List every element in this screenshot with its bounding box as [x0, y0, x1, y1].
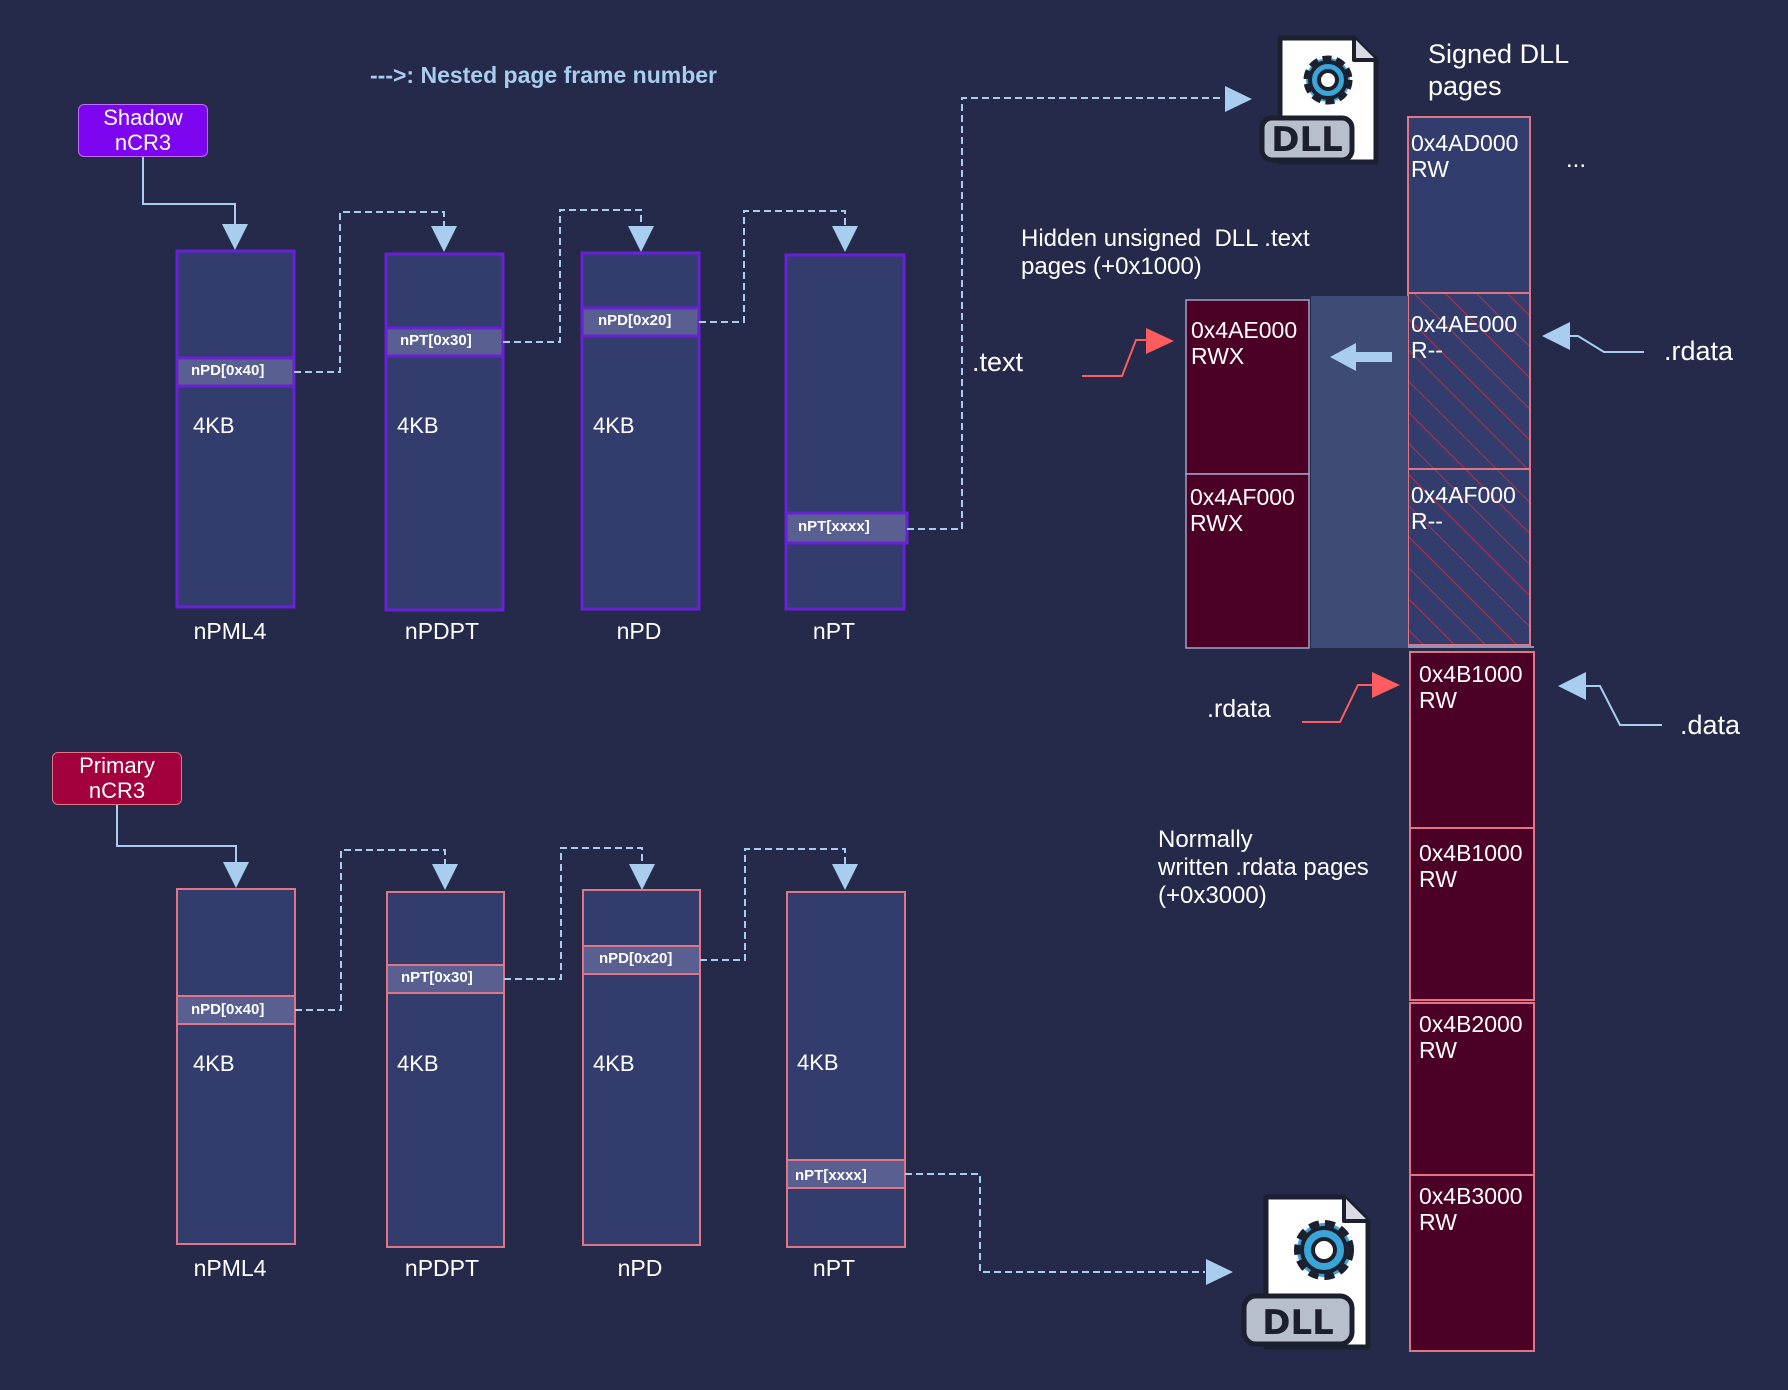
signed-page-1-perm: R--	[1411, 337, 1517, 363]
primary-npml4-size: 4KB	[193, 1051, 235, 1077]
dll-file-icon-top: DLL	[1262, 38, 1376, 162]
hidden-pages-title: Hidden unsigned DLL .text pages (+0x1000…	[1021, 225, 1310, 281]
primary-npt-size: 4KB	[797, 1050, 839, 1076]
signed-page-4-addr: 0x4B1000	[1419, 840, 1523, 866]
signed-page-2-perm: R--	[1411, 508, 1516, 534]
hidden-page-0-addr: 0x4AE000	[1191, 317, 1297, 343]
shadow-npml4-label: nPML4	[160, 618, 300, 645]
signed-page-5-addr: 0x4B2000	[1419, 1011, 1523, 1037]
primary-npdpt-entry: nPT[0x30]	[401, 969, 473, 986]
signed-dll-pages-column	[1408, 117, 1534, 1351]
normally-written-note: Normally written .rdata pages (+0x3000)	[1158, 826, 1369, 910]
primary-npd-entry: nPD[0x20]	[599, 950, 672, 967]
legend-text: --->: Nested page frame number	[370, 62, 717, 89]
primary-ncr3-box: Primary nCR3	[52, 752, 182, 805]
signed-page-2: 0x4AF000 R--	[1411, 482, 1516, 534]
signed-page-5-perm: RW	[1419, 1037, 1523, 1063]
primary-npdpt-size: 4KB	[397, 1051, 439, 1077]
redirect-overlay-band	[1311, 296, 1408, 648]
shadow-npt-entry: nPT[xxxx]	[798, 518, 870, 535]
primary-npt-entry: nPT[xxxx]	[795, 1167, 867, 1184]
shadow-ncr3-arrowhead	[222, 224, 248, 250]
shadow-npt-label: nPT	[764, 618, 904, 645]
primary-npt-label: nPT	[764, 1255, 904, 1282]
blue-pointer-lines	[1562, 336, 1662, 725]
shadow-npt-table	[786, 255, 907, 609]
text-section-label: .text	[972, 347, 1023, 378]
shadow-npd-entry: nPD[0x20]	[598, 312, 671, 329]
hidden-page-1-perm: RWX	[1190, 510, 1295, 536]
signed-page-3-addr: 0x4B1000	[1419, 661, 1523, 687]
shadow-npml4-size: 4KB	[193, 413, 235, 439]
signed-dll-title: Signed DLL pages	[1428, 38, 1569, 102]
signed-page-6-perm: RW	[1419, 1209, 1523, 1235]
signed-page-2-addr: 0x4AF000	[1411, 482, 1516, 508]
signed-page-0: 0x4AD000 RW	[1411, 130, 1518, 182]
hidden-page-0: 0x4AE000 RWX	[1191, 317, 1297, 369]
primary-npdpt-label: nPDPT	[372, 1255, 512, 1282]
shadow-ncr3-connector	[143, 157, 235, 232]
blue-arrowheads	[1542, 322, 1586, 700]
primary-npml4-label: nPML4	[160, 1255, 300, 1282]
shadow-npdpt-label: nPDPT	[372, 618, 512, 645]
shadow-npml4-entry: nPD[0x40]	[191, 362, 264, 379]
signed-dll-ellipsis: ...	[1566, 146, 1586, 174]
dll-file-icon-bottom: DLL	[1244, 1197, 1368, 1347]
signed-page-6: 0x4B3000 RW	[1419, 1183, 1523, 1235]
shadow-npd-label: nPD	[569, 618, 709, 645]
hidden-page-1-addr: 0x4AF000	[1190, 484, 1295, 510]
primary-ncr3-connector	[117, 805, 236, 868]
signed-page-3: 0x4B1000 RW	[1419, 661, 1523, 713]
primary-npd-size: 4KB	[593, 1051, 635, 1077]
shadow-ncr3-box: Shadow nCR3	[78, 104, 208, 157]
signed-page-5: 0x4B2000 RW	[1419, 1011, 1523, 1063]
signed-page-0-perm: RW	[1411, 156, 1518, 182]
signed-page-1-addr: 0x4AE000	[1411, 311, 1517, 337]
primary-ncr3-arrowhead	[223, 862, 249, 888]
signed-page-3-perm: RW	[1419, 687, 1523, 713]
dll-icon-top-label: DLL	[1271, 120, 1343, 160]
data-section-label-right: .data	[1680, 710, 1740, 741]
shadow-npdpt-entry: nPT[0x30]	[400, 332, 472, 349]
signed-page-6-addr: 0x4B3000	[1419, 1183, 1523, 1209]
shadow-npd-size: 4KB	[593, 413, 635, 439]
shadow-npdpt-size: 4KB	[397, 413, 439, 439]
signed-page-0-addr: 0x4AD000	[1411, 130, 1518, 156]
signed-page-4: 0x4B1000 RW	[1419, 840, 1523, 892]
rdata-section-label-right: .rdata	[1664, 336, 1733, 367]
rdata-section-label-left: .rdata	[1207, 695, 1271, 724]
signed-page-1: 0x4AE000 R--	[1411, 311, 1517, 363]
hidden-page-0-perm: RWX	[1191, 343, 1297, 369]
hidden-page-1: 0x4AF000 RWX	[1190, 484, 1295, 536]
signed-page-4-perm: RW	[1419, 866, 1523, 892]
dll-icon-bottom-label: DLL	[1262, 1303, 1334, 1343]
primary-npd-label: nPD	[570, 1255, 710, 1282]
primary-npml4-entry: nPD[0x40]	[191, 1001, 264, 1018]
